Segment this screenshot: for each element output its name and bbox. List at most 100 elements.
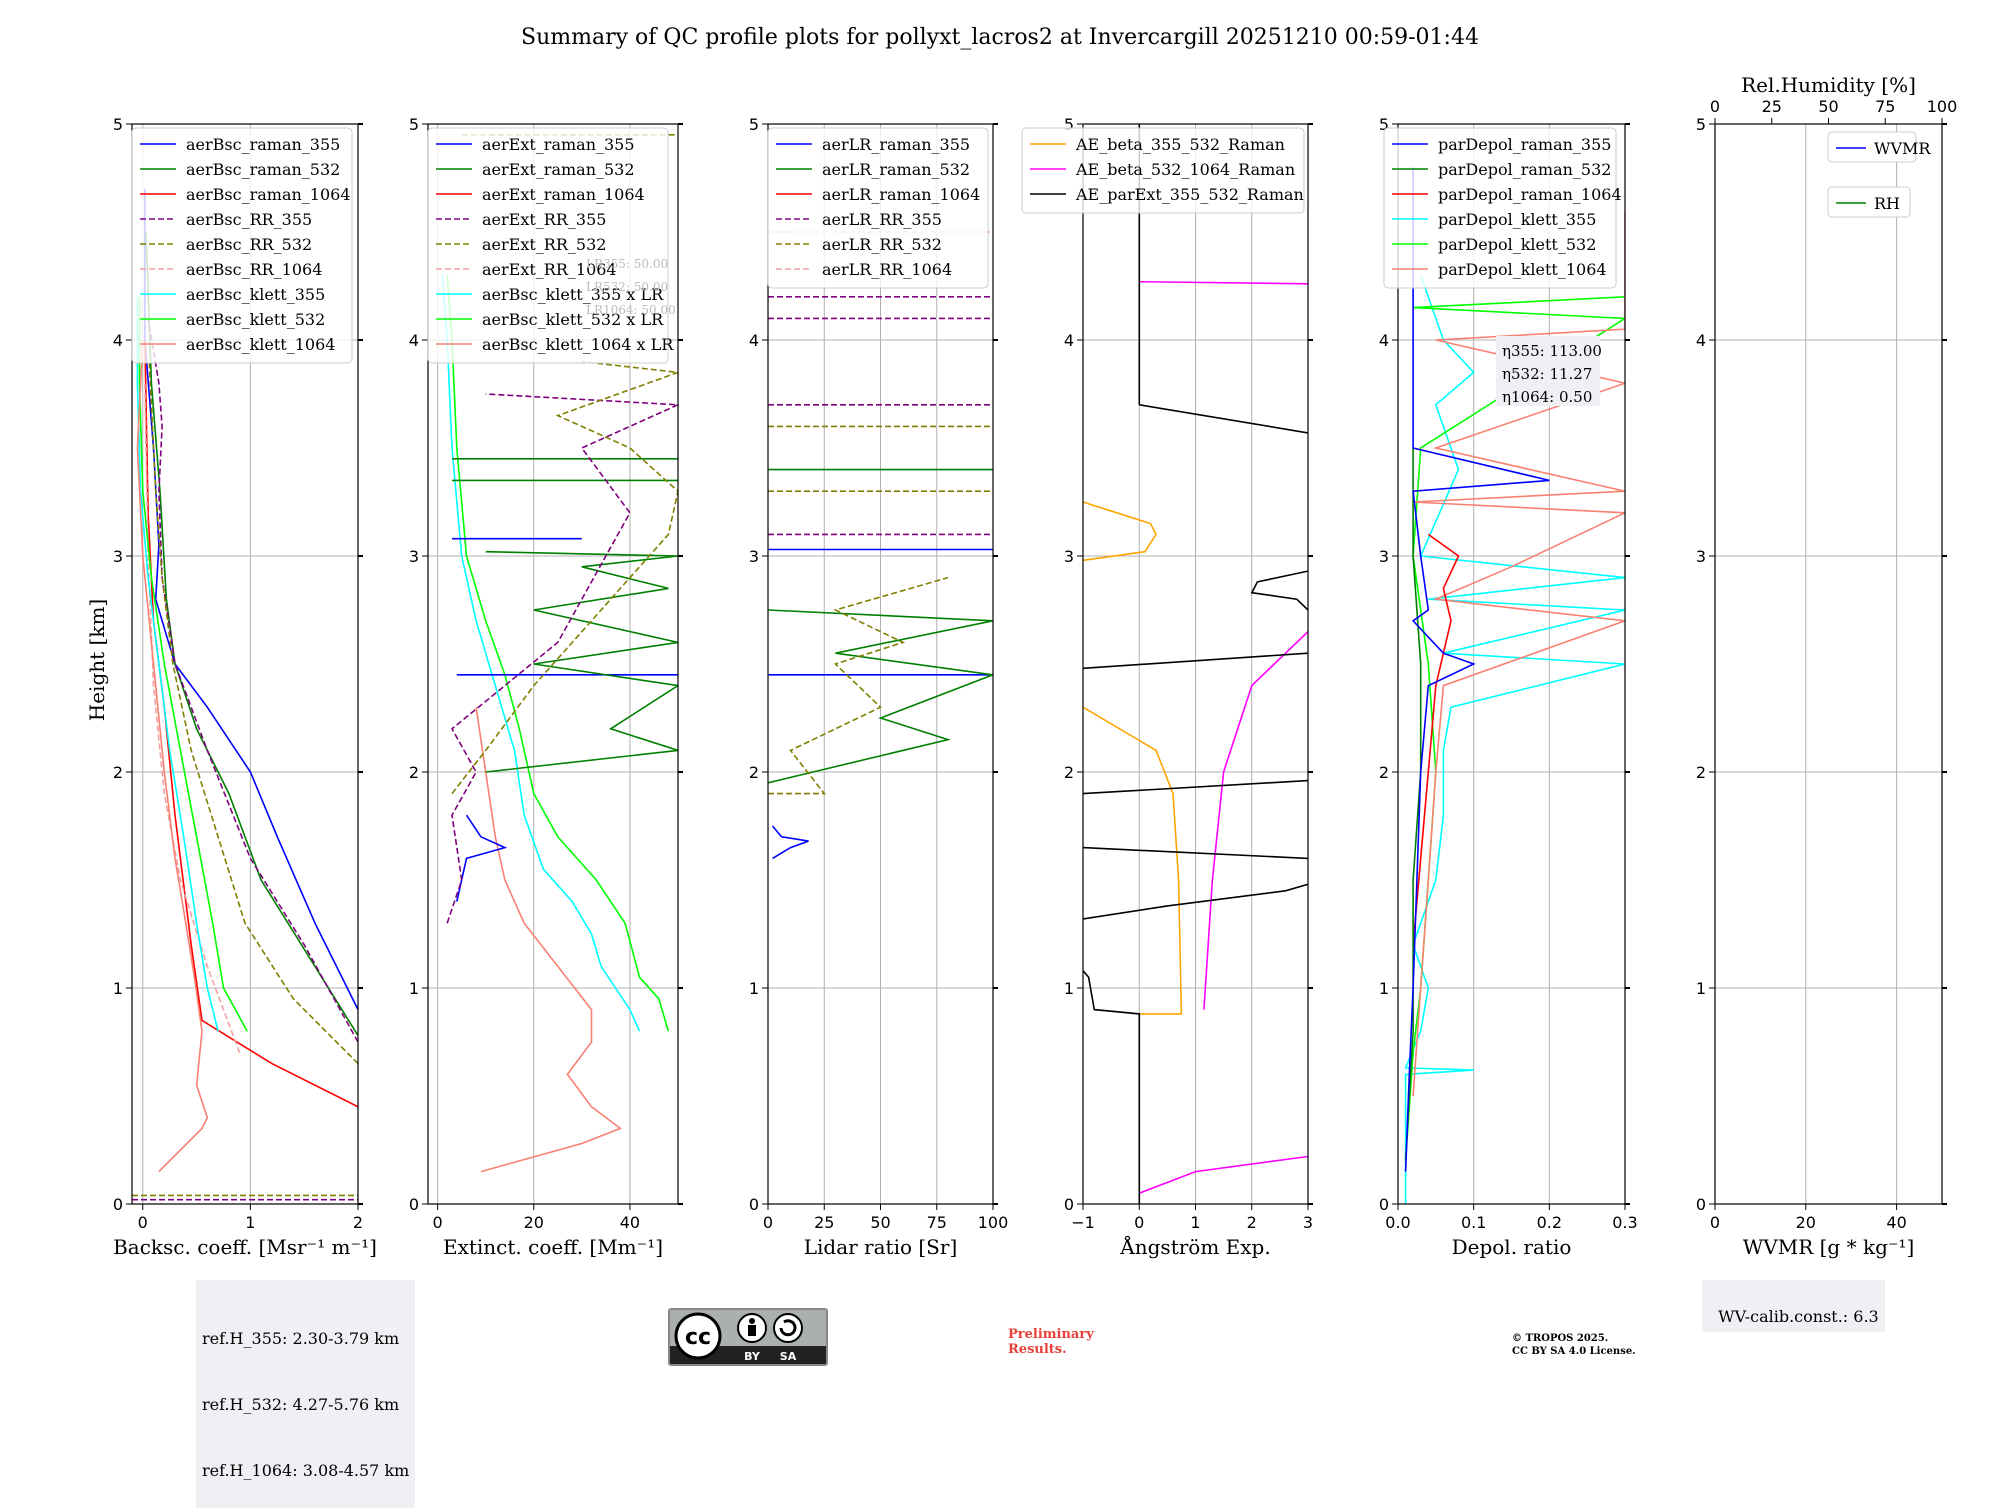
figure-title: Summary of QC profile plots for pollyxt_…: [521, 25, 1479, 50]
annotation-text: η532: 11.27: [1502, 365, 1592, 383]
x-tick-label: 0: [138, 1213, 148, 1232]
series-line-ae-beta-532-1064-raman-mid: [1203, 631, 1308, 1010]
legend-box: [1021, 127, 1305, 214]
x-axis-label: Backsc. coeff. [Msr⁻¹ m⁻¹]: [113, 1235, 377, 1259]
legend-label: aerLR_RR_355: [822, 210, 942, 229]
legend-label: aerBsc_raman_1064: [186, 185, 351, 204]
legend-label: parDepol_raman_1064: [1438, 185, 1622, 204]
legend-label: aerBsc_RR_532: [186, 235, 312, 254]
legend-label: AE_beta_355_532_Raman: [1075, 135, 1285, 154]
x-tick-label: 0: [1134, 1213, 1144, 1232]
y-tick-label: 4: [409, 331, 419, 350]
series-line-pardepol-klett-532: [1404, 296, 1625, 1161]
legend-box: [1827, 131, 1917, 163]
top-x-tick-label: 75: [1875, 97, 1895, 116]
series-line-ae-parext-d: [1083, 779, 1308, 795]
x-tick-label: 20: [524, 1213, 544, 1232]
y-tick-label: 0: [1379, 1195, 1389, 1214]
x-axis-label: Lidar ratio [Sr]: [804, 1235, 958, 1259]
series-line-ae-beta-532-1064-raman: [1139, 1155, 1308, 1194]
y-tick-label: 5: [1696, 115, 1706, 134]
series-line-aerbsc-klett-355-x-lr: [441, 275, 641, 1032]
legend-label: aerLR_RR_1064: [822, 260, 952, 279]
y-tick-label: 2: [113, 763, 123, 782]
legend-label: aerBsc_RR_1064: [186, 260, 322, 279]
y-tick-label: 4: [113, 331, 123, 350]
legend-label: aerExt_RR_1064: [482, 260, 617, 279]
cc-by-text: BY: [744, 1350, 761, 1363]
legend-label: aerExt_RR_355: [482, 210, 606, 229]
legend-label: aerLR_RR_532: [822, 235, 942, 254]
y-tick-label: 4: [1064, 331, 1074, 350]
y-tick-label: 4: [1379, 331, 1389, 350]
y-tick-label: 5: [1064, 115, 1074, 134]
legend-label: aerLR_raman_1064: [822, 185, 980, 204]
series-line-aerbsc-raman-532: [145, 231, 358, 1036]
y-tick-label: 2: [1379, 763, 1389, 782]
legend-label: RH: [1874, 194, 1900, 213]
axes-frame: [1397, 123, 1626, 1205]
y-tick-label: 2: [749, 763, 759, 782]
legend: AE_beta_355_532_Raman AE_beta_532_1064_Ra…: [1021, 127, 1305, 214]
y-tick-label: 0: [1696, 1195, 1706, 1214]
reference-height-box: ref.H_355: 2.30-3.79 km ref.H_532: 4.27-…: [196, 1280, 416, 1508]
series-line-aerext-rr-532: [451, 360, 678, 795]
y-tick-label: 0: [749, 1195, 759, 1214]
y-tick-label: 3: [409, 547, 419, 566]
x-tick-label: 0.1: [1461, 1213, 1486, 1232]
x-tick-label: 0.2: [1537, 1213, 1562, 1232]
y-tick-label: 2: [1696, 763, 1706, 782]
x-axis-label: WVMR [g * kg⁻¹]: [1743, 1235, 1915, 1259]
y-tick-label: 2: [409, 763, 419, 782]
y-tick-label: 1: [749, 979, 759, 998]
annotation-box: [1496, 336, 1600, 406]
legend-label: parDepol_raman_355: [1438, 135, 1611, 154]
series-line-aerlr-raman-355: [771, 825, 809, 860]
annotation-text: LR1064: 50.00: [586, 303, 676, 317]
annotation-text: LR532: 50.00: [586, 280, 668, 294]
y-tick-label: 0: [409, 1195, 419, 1214]
x-tick-label: 1: [1190, 1213, 1200, 1232]
legend-label: aerExt_raman_532: [482, 160, 635, 179]
legend-box: [1383, 127, 1617, 289]
legend-label: parDepol_klett_355: [1438, 210, 1596, 229]
series-line-aerbsc-klett-532: [138, 296, 248, 1032]
copyright-notice: © TROPOS 2025. CC BY SA 4.0 License.: [1512, 1333, 1636, 1357]
legend-box: [131, 127, 353, 364]
top-axis-label: Rel.Humidity [%]: [1741, 73, 1916, 97]
x-tick-label: 0.0: [1385, 1213, 1410, 1232]
x-tick-label: 0: [433, 1213, 443, 1232]
panel-3: 0 25 50 75 100 0 1 2 3 4 5 Lidar ratio [Sr] aerLR_ra…: [749, 115, 1008, 1259]
x-tick-label: 2: [1247, 1213, 1257, 1232]
legend-label: aerExt_raman_355: [482, 135, 635, 154]
legend-label: WVMR: [1874, 139, 1931, 158]
series-line-ae-parext-355-532-raman: [1083, 970, 1141, 1204]
legend-label: aerBsc_RR_355: [186, 210, 312, 229]
y-tick-label: 4: [1696, 331, 1706, 350]
series-line-aerlr-raman-532: [768, 609, 993, 784]
y-tick-label: 5: [1379, 115, 1389, 134]
cc-sa-text: SA: [780, 1350, 797, 1363]
y-tick-label: 3: [749, 547, 759, 566]
top-x-tick-label: 0: [1710, 97, 1720, 116]
series-group: [441, 134, 678, 1173]
x-tick-label: 40: [1886, 1213, 1906, 1232]
x-tick-label: 0: [1710, 1213, 1720, 1232]
legend-box: [1827, 186, 1911, 218]
y-axis-label: Height [km]: [85, 599, 109, 721]
x-axis-label: Depol. ratio: [1452, 1235, 1572, 1259]
top-x-tick-label: 100: [1927, 97, 1958, 116]
series-line-aerext-raman-532: [485, 550, 678, 773]
x-tick-label: 25: [814, 1213, 834, 1232]
y-tick-label: 5: [409, 115, 419, 134]
y-tick-label: 3: [113, 547, 123, 566]
series-line-ae-parext-g: [1139, 404, 1308, 434]
legend-label: parDepol_klett_1064: [1438, 260, 1607, 279]
svg-text:cc: cc: [685, 1325, 711, 1350]
series-line-ae-parext-c: [1083, 846, 1308, 860]
cc-badge-icon: cc BY SA: [670, 1310, 826, 1363]
legend-label: aerLR_raman_355: [822, 135, 970, 154]
x-tick-label: 0: [763, 1213, 773, 1232]
